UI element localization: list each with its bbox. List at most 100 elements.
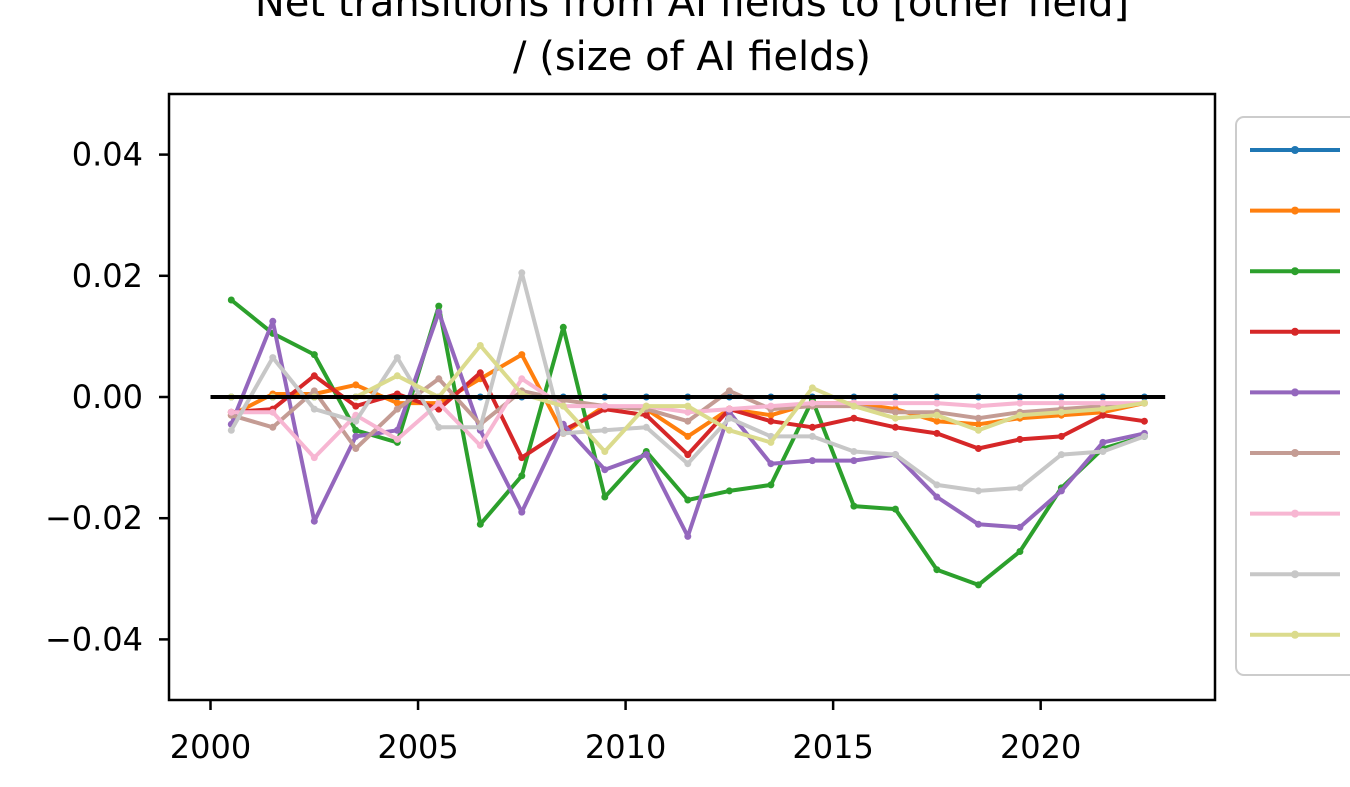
series-5-point — [518, 508, 526, 516]
series-4-point — [642, 411, 650, 419]
series-7-point — [435, 399, 443, 407]
series-9-point — [393, 372, 401, 380]
chart-title-line-2: / (size of AI fields) — [513, 34, 871, 80]
series-8-point — [352, 417, 360, 425]
series-7-point — [684, 408, 692, 416]
series-8-point — [269, 354, 277, 362]
series-5-point — [642, 451, 650, 459]
legend-marker-8 — [1291, 570, 1299, 579]
series-6-point — [393, 405, 401, 413]
series-4-point — [1057, 432, 1065, 440]
series-5-point — [393, 426, 401, 434]
series-5-point — [1057, 487, 1065, 495]
legend-marker-1 — [1291, 146, 1299, 154]
legend-marker-5 — [1291, 388, 1299, 397]
x-tick-label: 2005 — [377, 728, 458, 766]
series-9-point — [559, 402, 567, 410]
series-5-point — [850, 457, 858, 465]
series-9-point — [974, 426, 982, 434]
series-3-point — [725, 487, 733, 495]
series-5-point — [767, 460, 775, 468]
series-8-point — [559, 429, 567, 437]
series-3-point — [850, 502, 858, 510]
series-4-point — [518, 454, 526, 462]
x-axis: 2000 2005 2010 2015 2020 — [170, 700, 1081, 766]
series-7-point — [808, 399, 816, 407]
series-2-point — [352, 381, 360, 389]
series-8-point — [227, 426, 235, 434]
series-6-point — [725, 387, 733, 395]
y-tick-label: 0.04 — [72, 136, 143, 174]
y-tick-label: −0.02 — [45, 499, 143, 537]
series-6-point — [684, 417, 692, 425]
series-8-point — [1140, 432, 1148, 440]
series-7-point — [725, 405, 733, 413]
series-7-point — [891, 399, 899, 407]
series-8-point — [642, 423, 650, 431]
series-7-point — [269, 408, 277, 416]
series-8-point — [684, 460, 692, 468]
series-9-point — [933, 411, 941, 419]
legend-marker-3 — [1291, 267, 1299, 276]
series-4-point — [850, 414, 858, 422]
series-7-point — [476, 442, 484, 449]
series-8-point — [1057, 451, 1065, 459]
series-5-point — [435, 308, 443, 316]
legend-marker-9 — [1291, 630, 1299, 639]
series-2-point — [974, 420, 982, 428]
series-5-point — [684, 532, 692, 540]
series-8-point — [601, 426, 609, 434]
series-3-point — [767, 481, 775, 489]
series-4-point — [808, 423, 816, 431]
series-5-point — [269, 317, 277, 325]
series-3-point — [518, 472, 526, 480]
series-8-point — [310, 405, 318, 413]
series-3-point — [310, 351, 318, 359]
x-tick-label: 2015 — [792, 728, 873, 766]
legend-entries — [1250, 146, 1340, 639]
y-tick-label: 0.00 — [72, 378, 143, 416]
series-9-point — [642, 402, 650, 410]
series-4-point — [1016, 435, 1024, 443]
series-4-point — [1099, 411, 1107, 419]
series-7-point — [933, 399, 941, 407]
series-8-point — [933, 481, 941, 489]
series-5-point — [1099, 438, 1107, 446]
series-7-point — [1016, 399, 1024, 407]
series-2-point — [518, 351, 526, 359]
legend-marker-7 — [1291, 509, 1299, 518]
legend-frame — [1235, 116, 1350, 676]
series-9-point — [1140, 399, 1148, 407]
series-3-point — [435, 302, 443, 310]
series-5-point — [601, 466, 609, 474]
series-5-point — [974, 520, 982, 528]
x-tick-label: 2000 — [170, 728, 251, 766]
series-7-point — [1057, 399, 1065, 407]
series-4-point — [1140, 417, 1148, 425]
series-8-point — [476, 423, 484, 431]
series-4-point — [684, 451, 692, 459]
legend-marker-6 — [1291, 449, 1299, 457]
series-5-point — [808, 457, 816, 465]
series-3-point — [227, 296, 235, 304]
series-3-point — [601, 493, 609, 501]
series-7-point — [310, 454, 318, 462]
series-4-point — [974, 445, 982, 452]
series-7-point — [974, 402, 982, 410]
series-7-point — [1099, 399, 1107, 407]
series-5-point — [310, 517, 318, 525]
series-3-point — [1016, 548, 1024, 555]
legend-marker-4 — [1291, 327, 1299, 336]
legend-marker-2 — [1291, 206, 1299, 215]
series-8-point — [393, 354, 401, 362]
series-7-point — [393, 435, 401, 443]
series-9-point — [808, 384, 816, 392]
series-4-point — [352, 402, 360, 410]
series-4-point — [476, 369, 484, 377]
series-8-point — [435, 423, 443, 431]
series-9-point — [850, 402, 858, 410]
series-9-point — [725, 426, 733, 434]
y-tick-label: −0.04 — [45, 620, 143, 658]
series-8-point — [1099, 448, 1107, 455]
